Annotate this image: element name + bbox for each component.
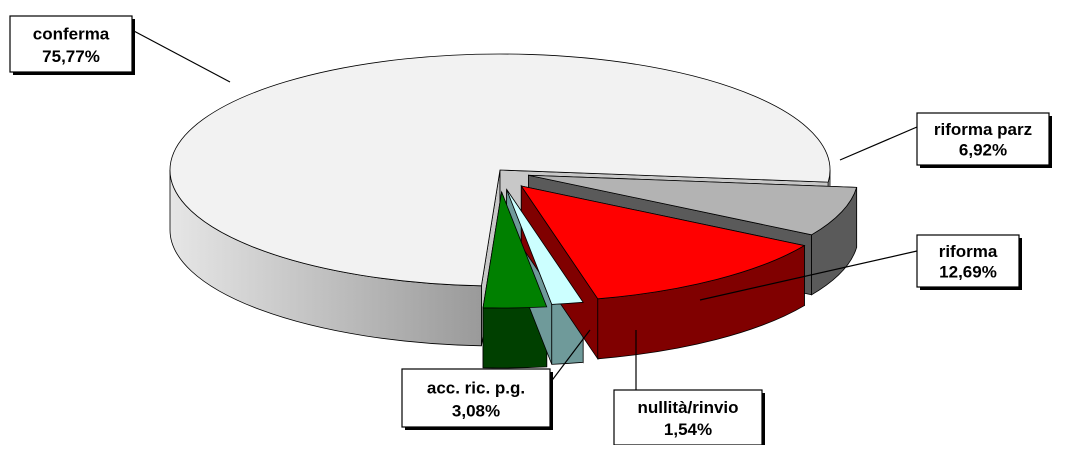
slice-label: nullità/rinvio: [637, 398, 738, 417]
data-label-nullit-rinvio: nullità/rinvio 1,54%: [613, 389, 765, 448]
label-box: [401, 368, 551, 428]
leader-line-riforma-parz: [839, 126, 918, 161]
label-box: [613, 389, 763, 446]
slice-label: conferma: [33, 25, 110, 44]
label-box: [9, 15, 133, 73]
slice-label: riforma parz: [934, 120, 1032, 139]
leader-line-acc-ric-p-g-: [549, 329, 591, 384]
slice-conferma: [169, 53, 831, 287]
data-label-riforma: riforma 12,69%: [916, 234, 1022, 290]
data-label-acc-ric-p-g-: acc. ric. p.g. 3,08%: [401, 368, 553, 430]
leader-line-conferma: [131, 29, 231, 83]
slice-label: acc. ric. p.g.: [427, 378, 525, 397]
slice-value: 12,69%: [939, 263, 997, 282]
slice-value: 1,54%: [664, 420, 712, 439]
leader-line-riforma: [699, 250, 918, 301]
slice-riforma: [520, 185, 806, 300]
data-label-conferma: conferma 75,77%: [9, 15, 135, 75]
slice-acc-ric-p-g-: [482, 190, 548, 309]
slice-value: 75,77%: [42, 47, 100, 66]
data-label-riforma-parz: riforma parz 6,92%: [916, 112, 1052, 168]
slice-value: 3,08%: [452, 402, 500, 421]
slice-label: riforma: [939, 242, 998, 261]
label-box: [916, 112, 1050, 166]
slice-value: 6,92%: [959, 141, 1007, 160]
label-box: [916, 234, 1020, 288]
slice-nullit-rinvio: [506, 189, 584, 305]
slice-riforma-parz: [528, 174, 858, 236]
